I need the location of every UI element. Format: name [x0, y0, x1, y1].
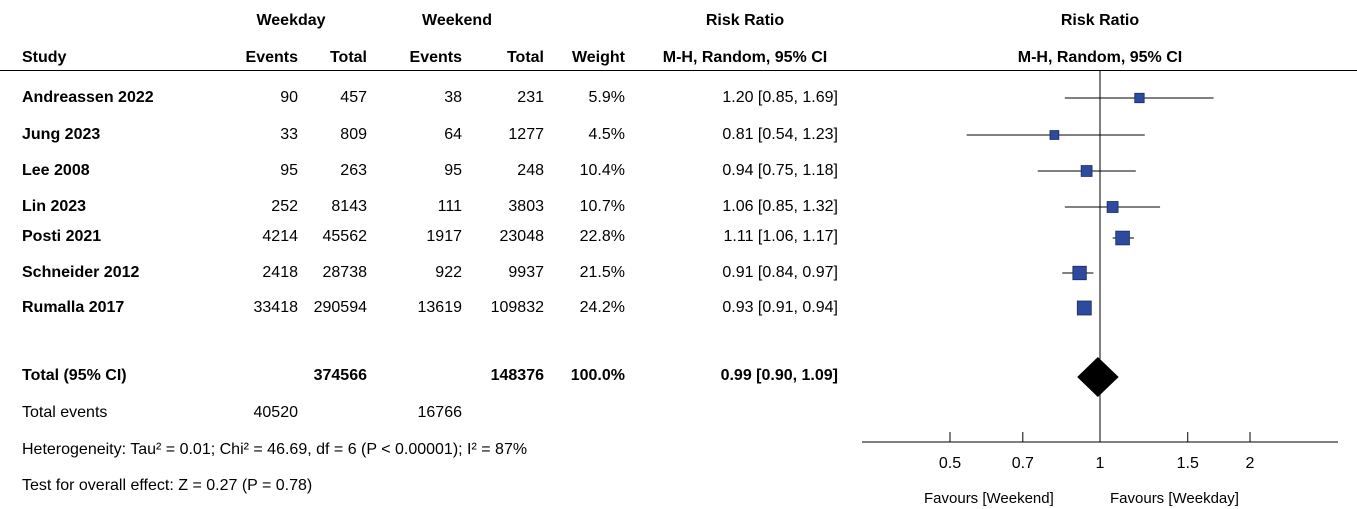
- total-weekday: 809: [340, 126, 367, 143]
- study-name: Schneider 2012: [22, 264, 140, 281]
- study-risk-ratio: 0.94 [0.75, 1.18]: [722, 162, 838, 179]
- total-weekday: 374566: [313, 367, 367, 384]
- events-weekend-header: Events: [409, 49, 462, 66]
- total-weekend: 109832: [490, 299, 544, 316]
- plot-method-header: M-H, Random, 95% CI: [1017, 49, 1183, 66]
- total-events-label: Total events: [22, 404, 108, 421]
- events-weekend: 922: [435, 264, 462, 281]
- total-risk-ratio: 0.99 [0.90, 1.09]: [720, 367, 838, 384]
- study-risk-ratio: 0.93 [0.91, 0.94]: [722, 299, 838, 316]
- total-weekend: 1277: [508, 126, 544, 143]
- study-name: Lin 2023: [22, 198, 87, 215]
- overall-effect-text: Test for overall effect: Z = 0.27 (P = 0…: [22, 477, 313, 494]
- total-events-weekday: 40520: [253, 404, 299, 421]
- study-weight: 10.7%: [579, 198, 625, 215]
- study-name: Rumalla 2017: [22, 299, 125, 316]
- study-risk-ratio: 1.20 [0.85, 1.69]: [722, 89, 838, 106]
- study-point-marker: [1076, 300, 1092, 316]
- total-weekend: 148376: [490, 367, 544, 384]
- total-weekday: 457: [340, 89, 367, 106]
- x-axis-tick-label: 1.5: [1177, 455, 1199, 472]
- heterogeneity-text: Heterogeneity: Tau² = 0.01; Chi² = 46.69…: [22, 441, 528, 458]
- events-weekday: 4214: [262, 228, 298, 245]
- events-weekend: 1917: [426, 228, 462, 245]
- study-risk-ratio: 1.06 [0.85, 1.32]: [722, 198, 838, 215]
- events-weekday-header: Events: [245, 49, 298, 66]
- study-weight: 22.8%: [579, 228, 625, 245]
- study-weight: 21.5%: [579, 264, 625, 281]
- x-axis-tick-label: 0.7: [1012, 455, 1034, 472]
- total-weekday: 8143: [331, 198, 367, 215]
- total-weekend: 3803: [508, 198, 544, 215]
- study-point-marker: [1049, 130, 1060, 140]
- study-point-marker: [1072, 265, 1087, 281]
- events-weekday: 252: [271, 198, 298, 215]
- events-weekday: 90: [280, 89, 298, 106]
- study-name: Posti 2021: [22, 228, 102, 245]
- study-weight: 24.2%: [579, 299, 625, 316]
- x-axis-tick-label: 1: [1096, 455, 1105, 472]
- risk-ratio-method-header: M-H, Random, 95% CI: [662, 49, 828, 66]
- favours-weekend-label: Favours [Weekend]: [924, 490, 1054, 507]
- total-label: Total (95% CI): [22, 367, 127, 384]
- study-column-header: Study: [22, 49, 67, 66]
- study-weight: 10.4%: [579, 162, 625, 179]
- x-axis-tick-label: 2: [1246, 455, 1255, 472]
- events-weekend: 111: [437, 198, 462, 215]
- events-weekday: 33418: [253, 299, 299, 316]
- total-weekday: 45562: [322, 228, 368, 245]
- pooled-effect-diamond: [1077, 357, 1119, 397]
- events-weekday: 95: [280, 162, 298, 179]
- total-weekday: 28738: [322, 264, 368, 281]
- events-weekday: 33: [280, 126, 298, 143]
- study-point-marker: [1080, 165, 1093, 177]
- total-weekend: 9937: [508, 264, 544, 281]
- plot-title: Risk Ratio: [1060, 12, 1140, 29]
- total-weekend: 23048: [499, 228, 545, 245]
- total-weekend-header: Total: [506, 49, 544, 66]
- group-weekend-header: Weekend: [422, 12, 492, 29]
- study-name: Lee 2008: [22, 162, 90, 179]
- header-divider: [0, 70, 1357, 71]
- risk-ratio-column-header: Risk Ratio: [705, 12, 785, 29]
- x-axis-tick-label: 0.5: [939, 455, 961, 472]
- study-point-marker: [1134, 92, 1145, 104]
- study-name: Andreassen 2022: [22, 89, 154, 106]
- events-weekend: 38: [444, 89, 462, 106]
- events-weekend: 95: [444, 162, 462, 179]
- study-risk-ratio: 1.11 [1.06, 1.17]: [723, 228, 838, 245]
- total-events-weekend: 16766: [417, 404, 463, 421]
- total-weekend: 248: [517, 162, 544, 179]
- study-name: Jung 2023: [22, 126, 101, 143]
- total-weekday: 290594: [313, 299, 367, 316]
- events-weekday: 2418: [262, 264, 298, 281]
- study-point-marker: [1106, 201, 1119, 213]
- study-weight: 5.9%: [588, 89, 625, 106]
- favours-weekday-label: Favours [Weekday]: [1110, 490, 1239, 507]
- total-weekday-header: Total: [329, 49, 367, 66]
- total-weekday: 263: [340, 162, 367, 179]
- study-risk-ratio: 0.81 [0.54, 1.23]: [722, 126, 838, 143]
- total-weight: 100.0%: [570, 367, 625, 384]
- study-risk-ratio: 0.91 [0.84, 0.97]: [722, 264, 838, 281]
- group-weekday-header: Weekday: [256, 12, 326, 29]
- weight-header: Weight: [571, 49, 625, 66]
- study-weight: 4.5%: [588, 126, 625, 143]
- study-point-marker: [1115, 230, 1130, 246]
- events-weekend: 64: [444, 126, 462, 143]
- total-weekend: 231: [517, 89, 544, 106]
- events-weekend: 13619: [417, 299, 463, 316]
